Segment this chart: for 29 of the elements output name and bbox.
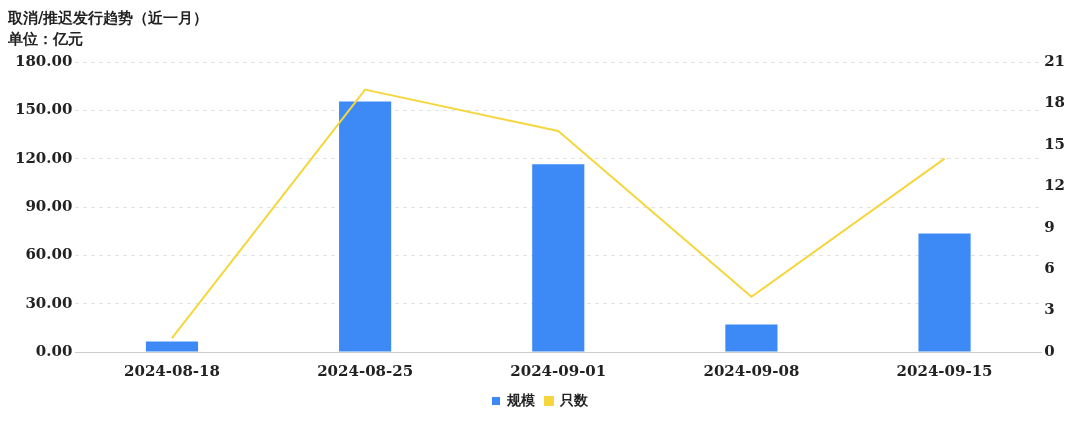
y-tick-label: 90.00 (25, 196, 73, 215)
x-tick-label: 2024-09-08 (703, 361, 800, 380)
y-tick-label: 150.00 (14, 100, 73, 119)
y2-tick-label: 12 (1044, 176, 1065, 195)
chart-subtitle: 单位：亿元 (8, 29, 84, 50)
bar (145, 341, 199, 352)
y2-tick-label: 0 (1044, 341, 1055, 360)
y-tick-label: 60.00 (25, 245, 73, 264)
y2-tick-label: 21 (1044, 51, 1065, 70)
bar (339, 101, 392, 352)
y-tick-label: 30.00 (25, 293, 73, 312)
bar (725, 324, 778, 352)
y2-tick-label: 18 (1044, 93, 1065, 112)
y-tick-label: 120.00 (14, 148, 73, 167)
y2-tick-label: 6 (1044, 259, 1055, 278)
x-tick-label: 2024-08-25 (317, 361, 414, 380)
x-tick-label: 2024-08-18 (124, 361, 220, 380)
y2-tick-label: 15 (1044, 134, 1065, 153)
y-tick-label: 0.00 (35, 341, 73, 360)
bar (532, 164, 585, 352)
legend-label: 只数 (559, 391, 589, 408)
x-tick-label: 2024-09-15 (896, 361, 993, 380)
y-tick-label: 180.00 (14, 51, 73, 70)
y2-tick-label: 3 (1044, 300, 1055, 319)
bar (918, 233, 971, 352)
y2-tick-label: 9 (1044, 217, 1055, 236)
x-tick-label: 2024-09-01 (510, 361, 607, 380)
chart-title: 取消/推迟发行趋势（近一月） (8, 8, 210, 29)
legend-label: 规模 (506, 391, 536, 408)
